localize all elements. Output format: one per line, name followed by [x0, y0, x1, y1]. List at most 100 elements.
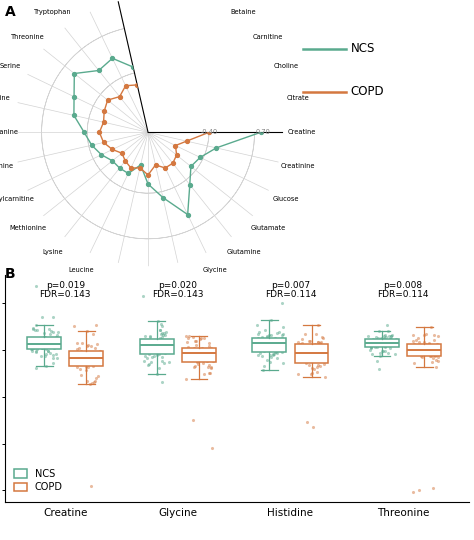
Point: [165, 347, 173, 355]
Point: [44, 342, 52, 350]
Point: [52, 336, 59, 345]
Point: [87, 482, 95, 490]
Point: [269, 350, 276, 359]
Point: [191, 337, 199, 346]
Point: [375, 337, 383, 346]
Point: [194, 354, 201, 363]
Point: [91, 343, 99, 352]
Point: [365, 332, 372, 341]
Point: [41, 339, 49, 348]
Point: [191, 362, 199, 371]
PathPatch shape: [253, 338, 286, 352]
Point: [313, 363, 321, 372]
Point: [367, 339, 374, 347]
PathPatch shape: [295, 343, 328, 363]
Point: [255, 334, 262, 342]
Point: [296, 340, 304, 348]
Point: [194, 352, 202, 361]
Point: [258, 352, 265, 360]
Point: [50, 342, 58, 350]
Point: [198, 349, 205, 357]
Point: [40, 339, 47, 348]
Point: [320, 360, 328, 368]
Point: [294, 341, 301, 350]
Point: [208, 444, 216, 453]
Point: [321, 373, 329, 382]
Point: [264, 338, 272, 347]
Point: [27, 340, 35, 348]
Point: [262, 326, 269, 334]
Text: 0.70: 0.70: [256, 130, 271, 136]
Point: [431, 350, 438, 359]
Point: [418, 345, 426, 353]
Text: p=0.020: p=0.020: [158, 281, 197, 289]
Point: [146, 333, 154, 342]
Point: [370, 335, 377, 343]
Point: [54, 328, 61, 336]
Point: [260, 337, 267, 346]
Point: [428, 342, 435, 351]
Point: [279, 299, 286, 307]
Point: [392, 350, 399, 359]
Point: [88, 348, 96, 357]
Point: [383, 338, 391, 347]
Point: [430, 348, 438, 356]
Point: [297, 357, 304, 366]
Point: [301, 351, 309, 360]
Point: [159, 333, 166, 341]
Point: [278, 334, 286, 342]
Point: [193, 345, 201, 353]
Point: [28, 345, 36, 354]
Point: [255, 330, 262, 339]
Point: [306, 361, 313, 369]
Point: [75, 353, 83, 362]
Point: [88, 378, 96, 387]
Point: [163, 328, 170, 336]
Point: [367, 343, 374, 352]
Point: [206, 353, 213, 362]
Point: [45, 340, 52, 348]
Point: [410, 350, 417, 359]
Point: [272, 348, 279, 356]
Point: [415, 346, 423, 355]
Point: [414, 343, 421, 352]
Point: [162, 339, 170, 347]
Point: [184, 343, 192, 352]
Point: [143, 341, 151, 349]
Point: [162, 339, 170, 347]
Point: [418, 352, 425, 361]
Point: [42, 345, 49, 353]
Point: [386, 335, 394, 343]
Point: [428, 352, 435, 361]
PathPatch shape: [140, 339, 173, 354]
Point: [378, 334, 385, 343]
Point: [276, 340, 283, 348]
Point: [40, 333, 47, 341]
Point: [165, 348, 173, 356]
Text: A: A: [5, 5, 16, 19]
Point: [53, 349, 60, 358]
Text: p=0.008: p=0.008: [383, 281, 423, 289]
Point: [435, 332, 442, 341]
Point: [90, 352, 97, 360]
Point: [383, 338, 391, 346]
Point: [258, 332, 266, 341]
Point: [141, 352, 149, 360]
Point: [54, 354, 61, 363]
Point: [298, 350, 306, 359]
Point: [386, 332, 393, 340]
Point: [74, 349, 82, 357]
Point: [42, 349, 50, 358]
Point: [182, 345, 190, 354]
Point: [166, 340, 173, 348]
Point: [381, 346, 389, 355]
Point: [151, 343, 158, 352]
Point: [185, 352, 193, 360]
Point: [368, 342, 375, 351]
Text: p=0.007: p=0.007: [271, 281, 310, 289]
Point: [274, 338, 282, 346]
Point: [95, 354, 103, 363]
Point: [273, 335, 280, 343]
Point: [205, 339, 212, 348]
Point: [266, 350, 274, 359]
